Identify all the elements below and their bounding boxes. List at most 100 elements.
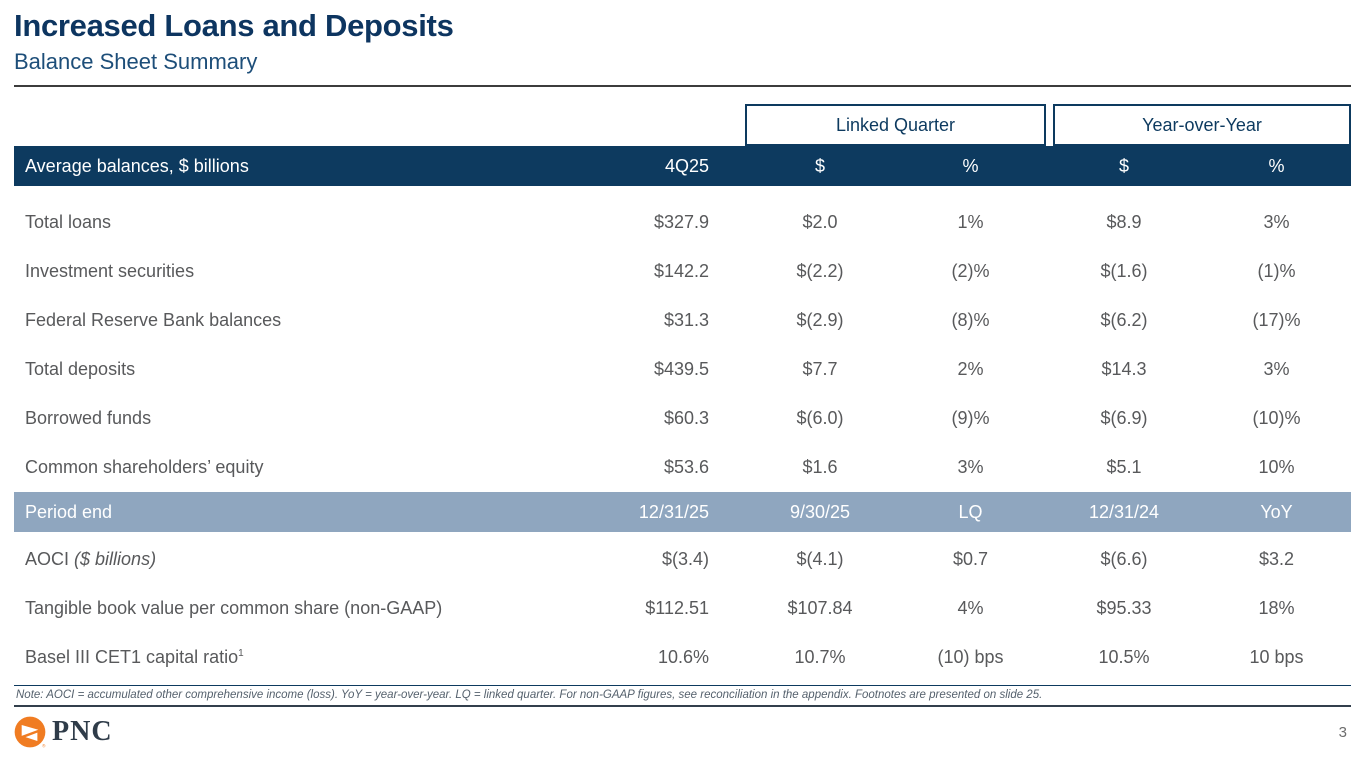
cell-lq-percent: (2)% xyxy=(951,261,990,281)
period-col-4q25: 12/31/25 xyxy=(638,501,709,522)
cell-lq-percent: (8)% xyxy=(951,310,990,330)
column-header-yoy-percent: % xyxy=(1268,155,1285,176)
period-end-row: Period end 12/31/25 9/30/25 LQ 12/31/24 … xyxy=(14,492,1351,532)
cell-yoy-percent: 10 bps xyxy=(1249,647,1304,667)
cell-yoy-dollar: 10.5% xyxy=(1098,647,1150,667)
table-bottom-section: AOCI ($ billions) $(3.4) $(4.1) $0.7 $(6… xyxy=(14,532,1351,682)
column-header-lq-percent: % xyxy=(962,155,979,176)
period-col-yoy-percent: YoY xyxy=(1260,501,1293,522)
footnote-divider-bottom xyxy=(14,705,1351,707)
cell-yoy-dollar: $(6.9) xyxy=(1100,408,1148,428)
cell-4q25: $439.5 xyxy=(653,359,709,379)
column-header-4q25: 4Q25 xyxy=(664,155,709,176)
cell-lq-dollar: $(2.2) xyxy=(796,261,844,281)
row-label-text: AOCI xyxy=(25,549,70,569)
pnc-logo: ® PNC xyxy=(14,716,113,748)
row-label: Total deposits xyxy=(25,359,136,379)
footnote-divider-top xyxy=(14,685,1351,686)
column-header-label: Average balances, $ billions xyxy=(25,155,249,176)
table-group-headers: Linked Quarter Year-over-Year xyxy=(14,104,1351,146)
page-subtitle: Balance Sheet Summary xyxy=(14,49,258,74)
period-col-yoy-dollar: 12/31/24 xyxy=(1088,501,1160,522)
cell-yoy-dollar: $8.9 xyxy=(1106,212,1142,232)
row-label: Borrowed funds xyxy=(25,408,152,428)
cell-4q25: $112.51 xyxy=(645,598,709,618)
cell-yoy-dollar: $5.1 xyxy=(1106,457,1142,477)
cell-yoy-percent: 10% xyxy=(1258,457,1295,477)
cell-lq-dollar: $1.6 xyxy=(802,457,838,477)
group-header-gap xyxy=(1046,104,1053,146)
cell-lq-percent: (10) bps xyxy=(937,647,1004,667)
period-col-lq-percent: LQ xyxy=(958,501,983,522)
table-header-row: Average balances, $ billions 4Q25 $ % $ … xyxy=(14,146,1351,186)
cell-lq-dollar: $(4.1) xyxy=(796,549,844,569)
svg-text:®: ® xyxy=(42,743,46,748)
table-row-aoci: AOCI ($ billions) $(3.4) $(4.1) $0.7 $(6… xyxy=(14,535,1351,584)
table-row-tbv: Tangible book value per common share (no… xyxy=(14,584,1351,633)
cell-lq-percent: 1% xyxy=(957,212,984,232)
row-label: Federal Reserve Bank balances xyxy=(25,310,282,330)
cell-lq-dollar: $(6.0) xyxy=(796,408,844,428)
row-label: Tangible book value per common share (no… xyxy=(25,598,443,618)
cell-yoy-percent: 3% xyxy=(1263,212,1290,232)
table-row: Borrowed funds $60.3 $(6.0) (9)% $(6.9) … xyxy=(14,394,1351,443)
row-label: Investment securities xyxy=(25,261,195,281)
column-header-yoy-dollar: $ xyxy=(1118,155,1129,176)
cell-4q25: 10.6% xyxy=(657,647,709,667)
cell-4q25: $31.3 xyxy=(663,310,709,330)
table-row: Total loans $327.9 $2.0 1% $8.9 3% xyxy=(14,198,1351,247)
table-row: Investment securities $142.2 $(2.2) (2)%… xyxy=(14,247,1351,296)
row-label: Basel III CET1 capital ratio1 xyxy=(14,647,574,668)
cell-lq-dollar: $107.84 xyxy=(787,598,853,618)
page-title: Increased Loans and Deposits xyxy=(14,8,454,43)
pnc-logo-icon: ® xyxy=(14,716,46,748)
cell-yoy-dollar: $(6.6) xyxy=(1100,549,1148,569)
cell-lq-dollar: $7.7 xyxy=(802,359,838,379)
group-header-year-over-year: Year-over-Year xyxy=(1053,104,1351,146)
cell-yoy-dollar: $(6.2) xyxy=(1100,310,1148,330)
period-row-label: Period end xyxy=(25,501,113,522)
cell-yoy-dollar: $14.3 xyxy=(1101,359,1147,379)
cell-yoy-percent: (1)% xyxy=(1257,261,1296,281)
cell-lq-percent: (9)% xyxy=(951,408,990,428)
cell-lq-percent: $0.7 xyxy=(952,549,989,569)
pnc-logo-wordmark: PNC xyxy=(52,716,113,747)
cell-lq-percent: 4% xyxy=(957,598,984,618)
cell-4q25: $(3.4) xyxy=(661,549,709,569)
cell-lq-dollar: $(2.9) xyxy=(796,310,844,330)
cell-yoy-percent: $3.2 xyxy=(1258,549,1295,569)
cell-yoy-percent: 3% xyxy=(1263,359,1290,379)
footnote-marker: 1 xyxy=(238,648,244,659)
cell-lq-dollar: $2.0 xyxy=(802,212,838,232)
row-label-text: Basel III CET1 capital ratio xyxy=(25,647,239,667)
page-number: 3 xyxy=(1338,723,1347,741)
table-row: Total deposits $439.5 $7.7 2% $14.3 3% xyxy=(14,345,1351,394)
cell-4q25: $60.3 xyxy=(663,408,709,428)
cell-lq-dollar: 10.7% xyxy=(794,647,846,667)
cell-yoy-percent: (17)% xyxy=(1252,310,1301,330)
row-label-italic: ($ billions) xyxy=(74,549,157,569)
cell-4q25: $53.6 xyxy=(663,457,709,477)
title-divider xyxy=(14,85,1351,87)
table-body: Total loans $327.9 $2.0 1% $8.9 3% Inves… xyxy=(14,186,1351,492)
cell-4q25: $327.9 xyxy=(653,212,709,232)
slide-footer: ® PNC 3 xyxy=(14,716,1351,748)
cell-yoy-dollar: $(1.6) xyxy=(1100,261,1148,281)
row-label: AOCI ($ billions) xyxy=(14,549,574,570)
group-header-spacer xyxy=(14,104,745,146)
column-header-lq-dollar: $ xyxy=(814,155,825,176)
footnote-text: Note: AOCI = accumulated other comprehen… xyxy=(16,689,1043,701)
cell-yoy-percent: 18% xyxy=(1258,598,1295,618)
table-row: Common shareholders’ equity $53.6 $1.6 3… xyxy=(14,443,1351,492)
period-col-lq-dollar: 9/30/25 xyxy=(789,501,851,522)
table-row: Federal Reserve Bank balances $31.3 $(2.… xyxy=(14,296,1351,345)
row-label: Total loans xyxy=(25,212,112,232)
cell-yoy-percent: (10)% xyxy=(1252,408,1301,428)
table-row-cet1: Basel III CET1 capital ratio1 10.6% 10.7… xyxy=(14,633,1351,682)
cell-lq-percent: 3% xyxy=(957,457,984,477)
cell-yoy-dollar: $95.33 xyxy=(1096,598,1152,618)
cell-4q25: $142.2 xyxy=(653,261,709,281)
cell-lq-percent: 2% xyxy=(957,359,984,379)
group-header-linked-quarter: Linked Quarter xyxy=(745,104,1046,146)
